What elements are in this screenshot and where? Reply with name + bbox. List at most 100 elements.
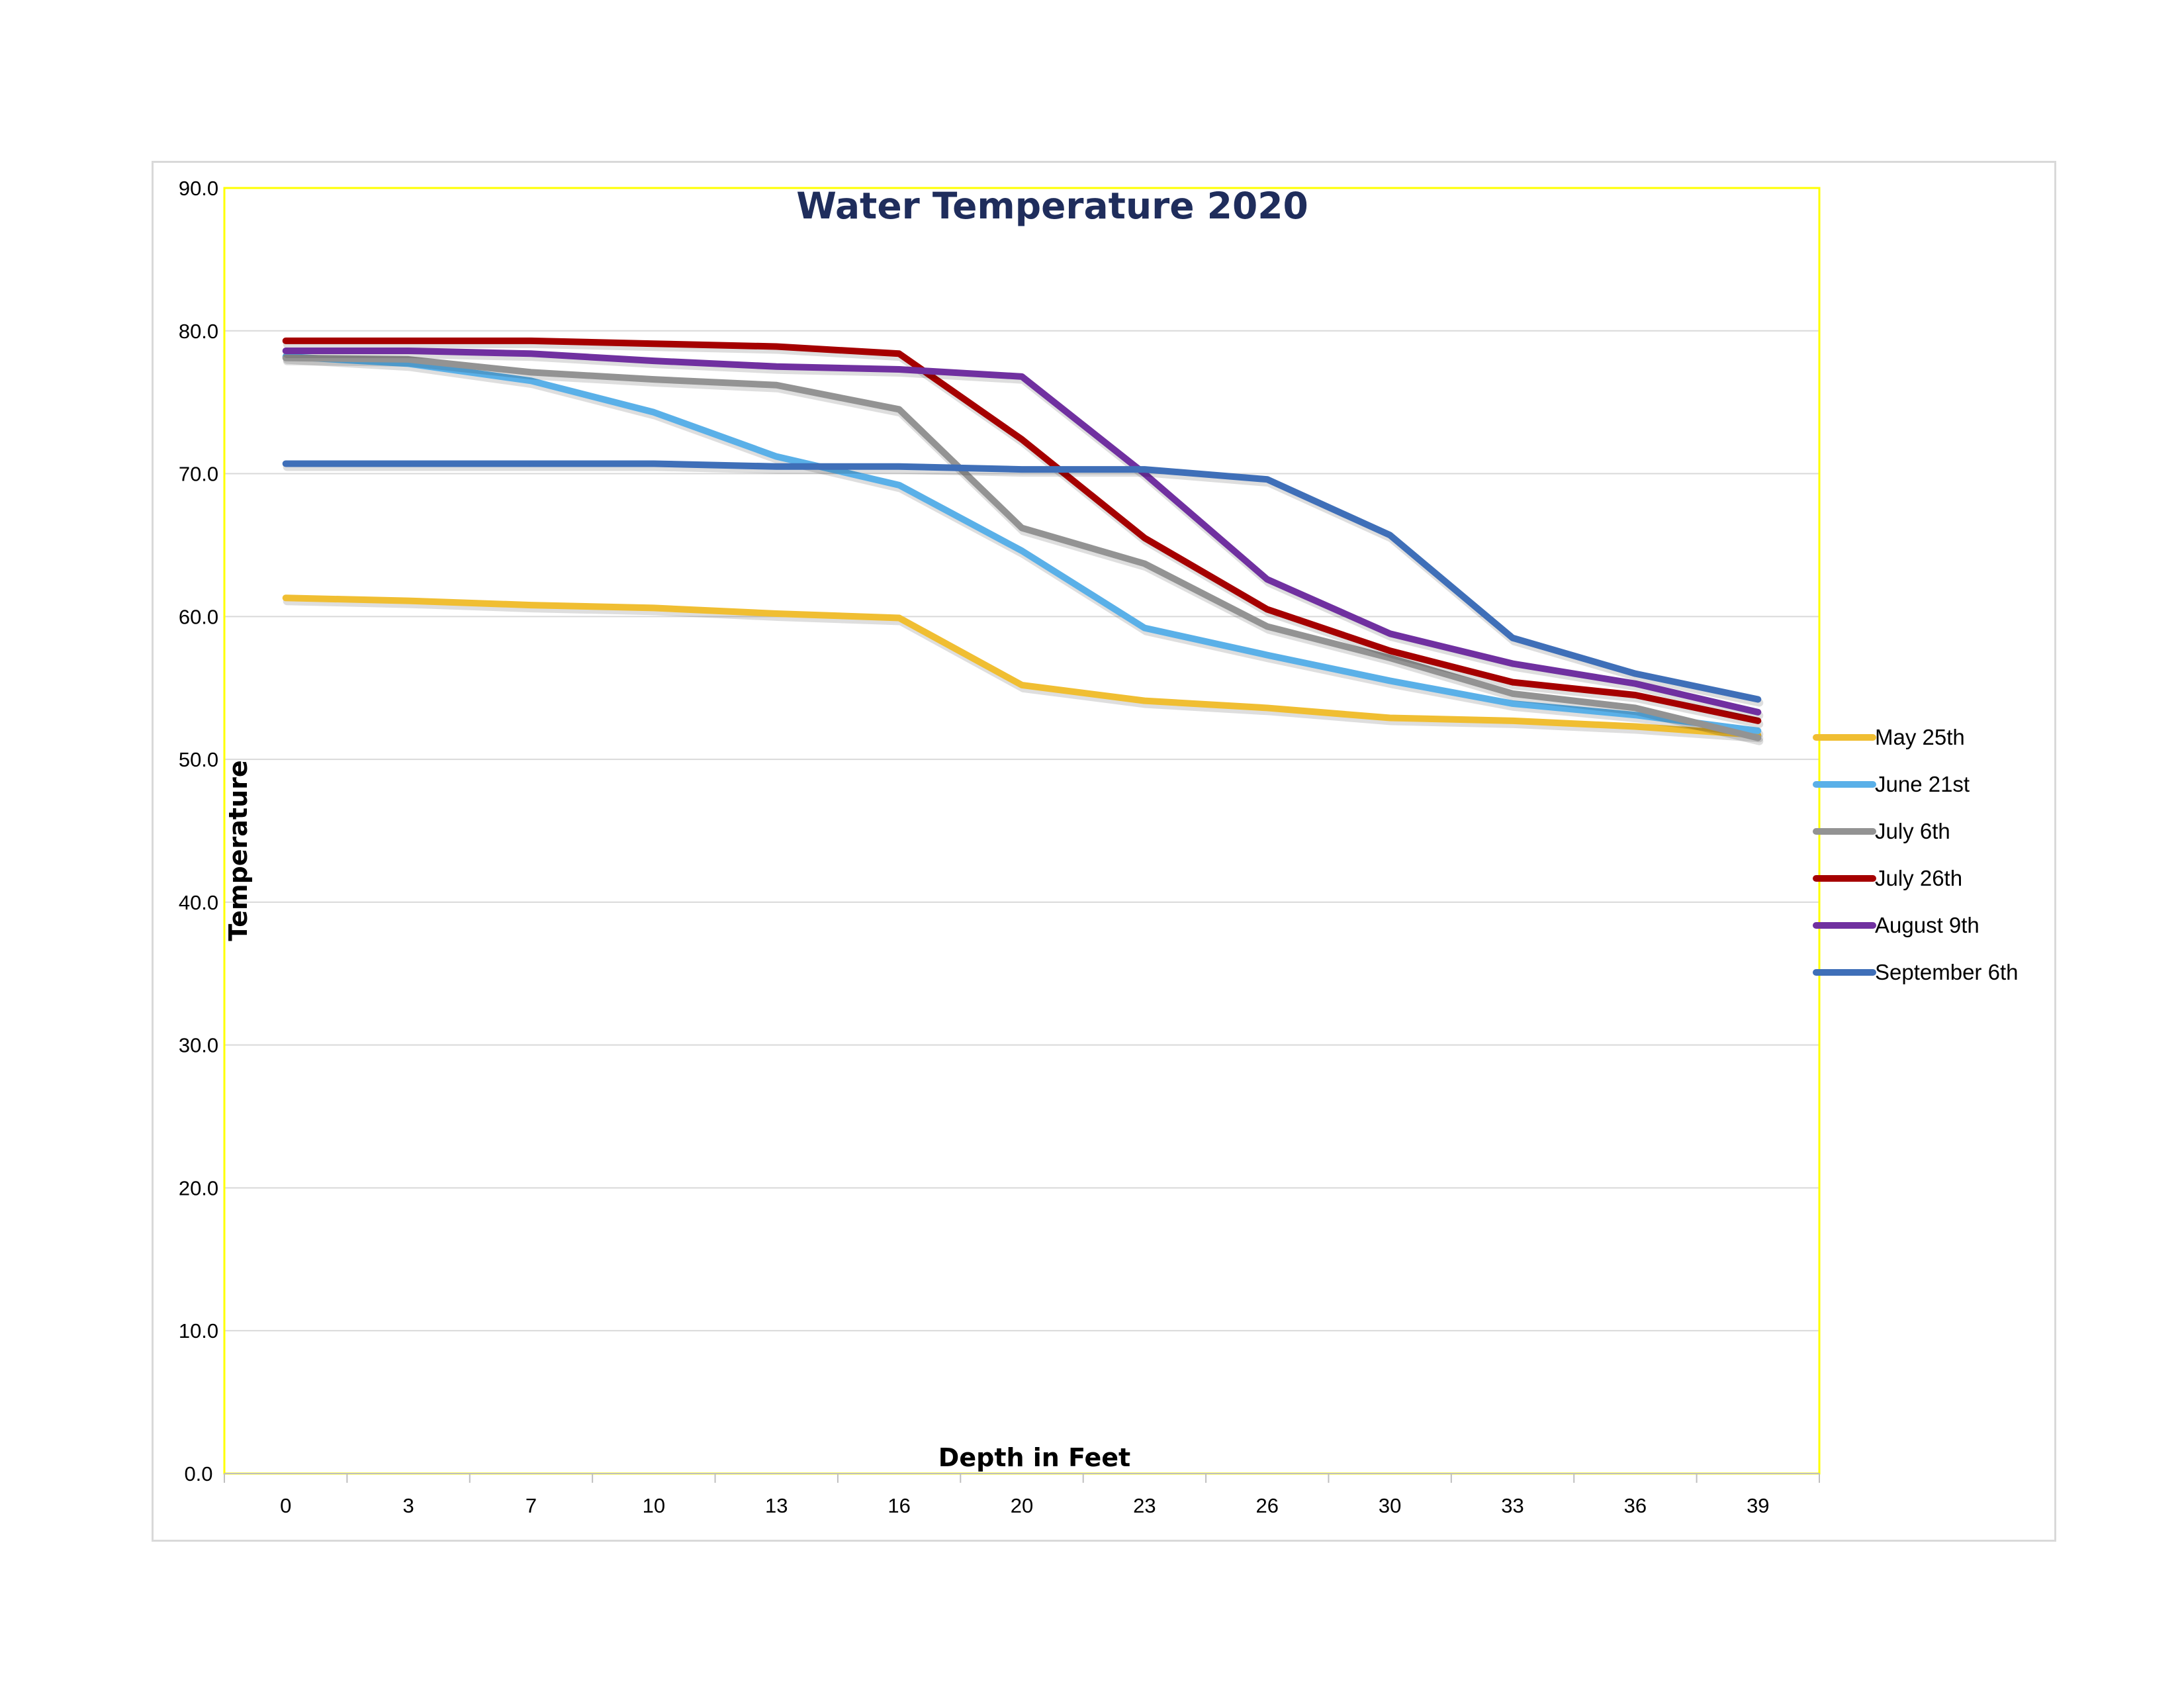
data-point [406,338,412,344]
y-tick-label: 80.0 [179,320,218,343]
data-point [1510,661,1516,667]
y-tick-label: 60.0 [179,605,218,628]
legend-item: June 21st [1813,772,1970,796]
data-point [1632,671,1638,677]
data-point [774,463,780,469]
x-tick-label: 26 [1256,1494,1279,1517]
data-point [896,615,902,621]
legend-label: July 26th [1875,866,1962,890]
legend-item: July 26th [1813,866,1962,890]
data-point [1142,698,1148,704]
data-point [528,602,534,608]
data-point [651,409,657,415]
data-point [1142,535,1148,541]
x-tick-label: 23 [1133,1494,1156,1517]
legend-label: September 6th [1875,960,2018,984]
x-tick-label: 30 [1379,1494,1401,1517]
series-july-26th [282,337,1764,728]
series-lines [282,337,1764,745]
series-july-6th [282,354,1764,745]
data-point [1019,548,1024,554]
data-point [1510,700,1516,706]
legend-label: June 21st [1875,772,1970,796]
data-point [1019,467,1024,473]
data-point [774,363,780,369]
x-tick-label: 13 [765,1494,788,1517]
data-point [1387,631,1393,637]
y-tick-label: 30.0 [179,1034,218,1057]
y-tick-label: 20.0 [179,1176,218,1199]
data-point [1510,718,1516,724]
data-point [1264,652,1270,658]
series-line-shadow [283,355,1764,738]
data-point [1387,655,1393,661]
data-point [1264,606,1270,612]
data-point [896,406,902,412]
y-tick-label: 0.0 [184,1462,212,1485]
x-tick-label: 7 [525,1494,537,1517]
data-point [1510,635,1516,641]
series-may-25th [282,594,1764,743]
legend-label: July 6th [1875,819,1950,843]
data-point [651,341,657,347]
x-tick-label: 33 [1501,1494,1524,1517]
legend-label: May 25th [1875,725,1965,749]
data-point [1632,724,1638,729]
data-point [1755,727,1761,733]
data-point [1755,718,1761,724]
data-point [651,358,657,364]
y-tick-label: 70.0 [179,463,218,486]
data-point [651,605,657,611]
data-point [1387,715,1393,721]
data-point [528,461,534,467]
data-point [651,377,657,383]
data-point [406,348,412,353]
data-point [1387,648,1393,654]
data-point [1019,525,1024,531]
data-point [774,453,780,459]
x-tick-label: 10 [643,1494,665,1517]
x-tick-label: 20 [1011,1494,1033,1517]
data-point [1387,678,1393,684]
data-point [1387,532,1393,538]
line-chart: 0.010.020.030.040.050.060.070.080.090.0 … [179,177,2019,1517]
data-point [528,378,534,384]
data-point [1510,679,1516,685]
data-point [283,595,289,601]
x-axis-tick-labels: 0 3 7 10 13 16 20 23 26 30 33 36 39 [280,1494,1769,1517]
data-point [774,382,780,388]
legend-item: July 6th [1813,819,1950,843]
y-tick-label: 10.0 [179,1319,218,1342]
data-point [896,351,902,357]
data-point [774,344,780,350]
data-point [1755,709,1761,715]
data-point [528,338,534,344]
legend-item: September 6th [1813,960,2018,984]
y-axis-tick-labels: 0.0 10.0 20.0 30.0 40.0 50.0 60.0 70.0 80.0 90.0 [179,177,218,1485]
x-tick-label: 3 [402,1494,414,1517]
data-point [1632,680,1638,686]
data-point [1264,624,1270,630]
data-point [1142,467,1148,473]
data-point [1510,690,1516,696]
x-tick-label: 39 [1747,1494,1769,1517]
chart-frame: 0.0 10.0 20.0 30.0 40.0 50.0 60.0 70.0 80.0 90.0 … [152,161,2056,1542]
y-axis-title: Temperature [224,760,253,941]
data-point [1142,561,1148,567]
y-tick-label: 40.0 [179,891,218,914]
data-point [896,367,902,373]
data-point [283,338,289,344]
data-point [1019,682,1024,688]
data-point [1755,735,1761,741]
data-point [528,351,534,357]
data-point [896,463,902,469]
data-point [406,461,412,467]
x-axis-ticks [224,1473,1820,1483]
chart-title: Water Temperature 2020 [796,185,1308,227]
data-point [1264,577,1270,583]
data-point [406,356,412,362]
data-point [283,355,289,361]
legend-item: August 9th [1813,913,1979,937]
data-point [1632,692,1638,698]
series-line [282,460,1762,703]
